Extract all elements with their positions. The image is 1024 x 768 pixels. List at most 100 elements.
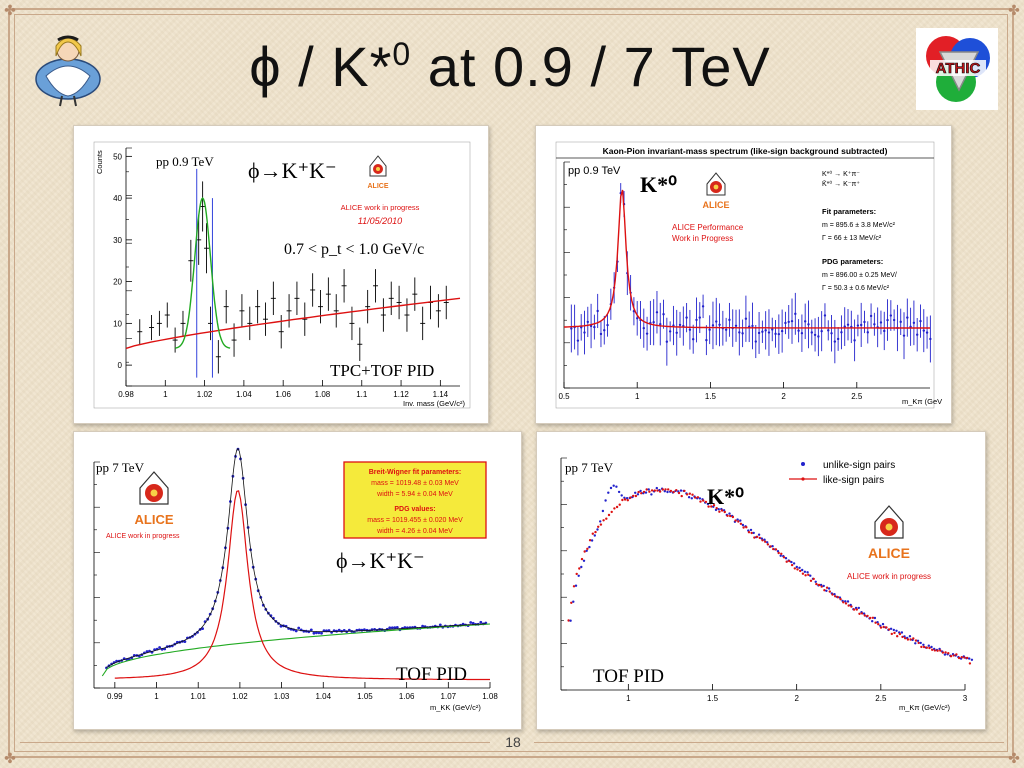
- like-sign-point: [677, 491, 681, 495]
- x-tick-label: 0.5: [558, 392, 570, 401]
- like-sign-point: [667, 488, 670, 491]
- data-point: [583, 331, 586, 334]
- total-fit-curve: [106, 447, 486, 668]
- like-sign-point: [570, 601, 573, 604]
- like-sign-point: [739, 522, 743, 525]
- data-point: [145, 650, 149, 653]
- unlike-sign-point: [876, 621, 879, 624]
- unlike-sign-point: [636, 493, 640, 496]
- like-sign-point: [847, 604, 850, 607]
- like-sign-point: [742, 526, 745, 529]
- data-point: [754, 340, 757, 343]
- x-tick-label: 1.08: [315, 390, 331, 399]
- like-sign-point: [920, 645, 923, 649]
- unlike-sign-point: [741, 523, 745, 527]
- data-point: [570, 327, 573, 330]
- slide-frame-outer: [8, 8, 1014, 758]
- like-sign-point: [831, 593, 834, 596]
- like-sign-point: [928, 646, 931, 650]
- like-sign-point: [731, 515, 735, 519]
- data-point: [912, 321, 916, 325]
- unlike-sign-point: [825, 589, 828, 592]
- breit-wigner-fit-curve: [564, 189, 930, 329]
- chart-phi-7tev: 0.99 1 1.01 1.02 1.03 1.04 1.05 1.06 1.07 1.08 pp…: [88, 446, 508, 716]
- unlike-sign-point: [844, 600, 847, 603]
- data-point: [869, 314, 873, 318]
- x-tick-label: 1.5: [705, 392, 717, 401]
- data-point: [767, 331, 771, 334]
- unlike-sign-point: [709, 502, 712, 505]
- like-sign-point: [761, 539, 764, 542]
- like-sign-point: [704, 500, 708, 504]
- slide-title: ϕ / K*0 at 0.9 / 7 TeV: [249, 35, 771, 98]
- data-point: [836, 337, 840, 341]
- like-sign-point: [871, 616, 875, 619]
- like-sign-point: [874, 621, 877, 624]
- data-point: [662, 313, 665, 316]
- unlike-sign-point: [776, 550, 780, 553]
- like-sign-point: [933, 649, 937, 652]
- unlike-sign-point: [833, 593, 836, 596]
- like-sign-point: [634, 494, 638, 498]
- unlike-sign-point: [666, 490, 669, 494]
- like-sign-point: [788, 559, 791, 563]
- like-sign-point: [707, 505, 710, 508]
- like-sign-point: [656, 489, 659, 492]
- like-sign-point: [834, 595, 837, 598]
- like-sign-point: [632, 494, 635, 498]
- reaction-label: ϕ→K⁺K⁻: [248, 158, 337, 183]
- unlike-sign-point: [922, 643, 925, 646]
- data-point: [438, 623, 442, 627]
- unlike-sign-point: [779, 554, 782, 557]
- bw-width: width = 5.94 ± 0.04 MeV: [376, 491, 453, 498]
- unlike-sign-point: [620, 494, 623, 497]
- unlike-sign-point: [908, 635, 912, 638]
- energy-label: pp 0.9 TeV: [568, 165, 621, 177]
- like-sign-point: [828, 590, 831, 593]
- like-sign-point: [939, 649, 942, 652]
- like-sign-point: [947, 652, 950, 655]
- unlike-sign-point: [601, 509, 605, 513]
- x-tick-label: 1.06: [399, 692, 415, 701]
- like-sign-point: [683, 489, 686, 493]
- data-point: [711, 324, 715, 327]
- x-tick-label: 1: [626, 694, 631, 703]
- data-point: [807, 323, 810, 326]
- unlike-sign-point: [857, 606, 860, 610]
- like-sign-point: [626, 499, 629, 502]
- unlike-sign-point: [916, 639, 920, 642]
- legend-unlike-sign: unlike-sign pairs: [823, 460, 895, 471]
- data-point: [777, 332, 781, 336]
- data-point: [925, 331, 929, 334]
- alice-logo: ALICE: [368, 155, 389, 190]
- like-sign-point: [672, 490, 675, 494]
- unlike-sign-point: [687, 496, 691, 499]
- x-tick-label: 1.5: [707, 694, 719, 703]
- like-sign-point: [944, 651, 947, 654]
- x-axis-label: Inv. mass (GeV/c²): [403, 399, 465, 408]
- like-sign-point: [696, 496, 700, 499]
- unlike-sign-point: [827, 587, 831, 590]
- like-sign-point: [758, 536, 761, 540]
- data-point: [395, 626, 399, 629]
- athic-logo-text: ATHIC: [936, 60, 981, 77]
- panel-phi-900gev: 0.98 1 1.02 1.04 1.06 1.08 1.1 1.12 1.14 0 10 20 30 4…: [73, 125, 489, 424]
- unlike-sign-point: [968, 657, 971, 660]
- unlike-sign-point: [862, 612, 866, 615]
- like-sign-point: [715, 507, 718, 510]
- unlike-sign-point: [792, 562, 796, 565]
- data-point: [892, 318, 896, 322]
- like-sign-point: [567, 619, 570, 622]
- like-sign-point: [597, 525, 600, 528]
- like-sign-point: [793, 567, 796, 570]
- like-sign-point: [723, 510, 726, 514]
- unlike-sign-point: [809, 574, 812, 577]
- data-point: [757, 331, 761, 335]
- corner-ornament: ✤: [1008, 2, 1020, 18]
- unlike-sign-point: [803, 570, 807, 573]
- data-point: [183, 640, 187, 643]
- data-point: [593, 325, 596, 329]
- unlike-sign-point: [784, 557, 788, 560]
- like-sign-point: [578, 567, 581, 570]
- data-point: [269, 614, 273, 618]
